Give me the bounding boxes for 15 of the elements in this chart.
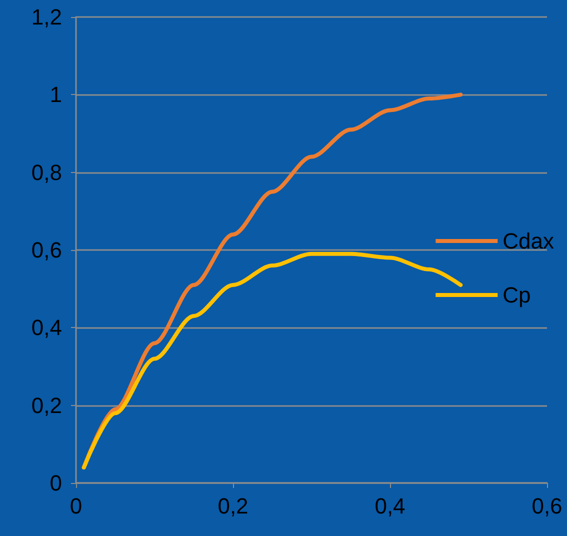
x-tick-label: 0,4 xyxy=(374,494,406,518)
y-tick-label: 0,4 xyxy=(31,315,62,340)
y-tick-label: 0 xyxy=(50,470,62,496)
y-tick-label: 1 xyxy=(50,82,62,108)
y-tick-label: 0,6 xyxy=(31,238,62,262)
x-tick-label: 0 xyxy=(70,494,82,518)
y-tick-label: 0,8 xyxy=(31,160,62,185)
legend-label: Cp xyxy=(502,282,531,308)
legend-label: Cdax xyxy=(502,228,554,254)
y-tick-label: 1,2 xyxy=(31,4,62,30)
y-tick-label: 0,2 xyxy=(31,392,62,418)
line-series xyxy=(82,252,463,470)
line-series xyxy=(82,92,463,470)
x-tick-label: 0,6 xyxy=(532,494,562,518)
x-tick-label: 0,2 xyxy=(218,494,248,518)
